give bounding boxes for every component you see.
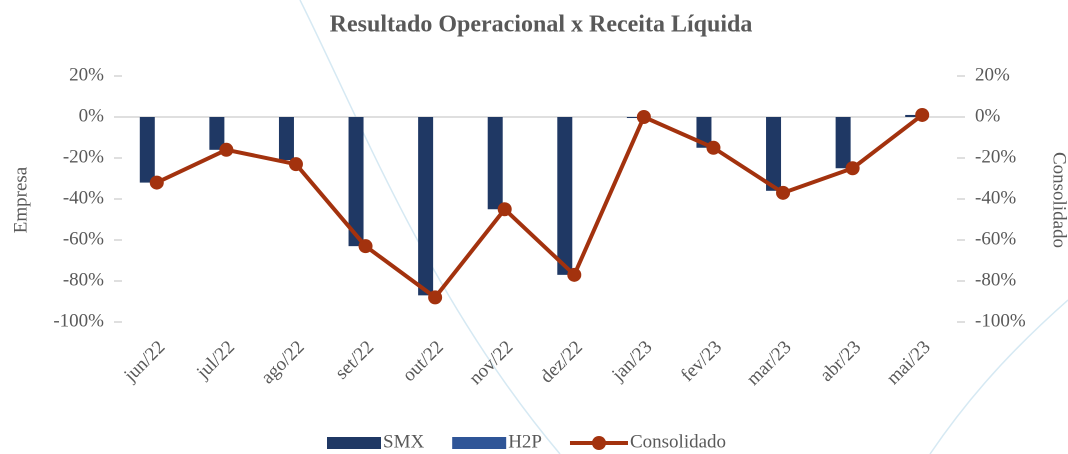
y-tick-label: -60% [63, 228, 104, 249]
bar [278, 117, 294, 161]
x-tick-label: dez/22 [536, 337, 587, 388]
y-tick-label: -20% [63, 146, 104, 167]
x-tick-label: out/22 [399, 337, 448, 386]
marker [636, 110, 651, 124]
bar [626, 117, 642, 119]
marker [149, 175, 164, 190]
y2-tick-label: -40% [975, 187, 1016, 208]
legend-label: H2P [508, 431, 542, 452]
x-tick-label: nov/22 [465, 337, 517, 389]
marker [845, 161, 860, 176]
y-tick-label: -100% [53, 310, 104, 331]
bar [557, 117, 573, 275]
x-tick-label: jul/22 [192, 337, 239, 384]
x-tick-label: mai/23 [883, 337, 935, 389]
y2-tick-label: 0% [975, 105, 1001, 126]
bar [487, 117, 503, 210]
x-tick-label: ago/22 [257, 337, 308, 388]
marker [706, 140, 721, 155]
marker [219, 142, 234, 157]
y2-tick-label: -100% [975, 310, 1026, 331]
y-axis-label: Empresa [10, 166, 31, 233]
legend-label: SMX [383, 431, 424, 452]
marker [915, 107, 930, 122]
marker [428, 290, 443, 305]
y-tick-label: -80% [63, 269, 104, 290]
y2-tick-label: -80% [975, 269, 1016, 290]
chart-title: Resultado Operacional x Receita Líquida [330, 12, 753, 38]
marker [497, 202, 512, 217]
x-tick-label: jan/23 [607, 337, 656, 386]
y2-tick-label: -20% [975, 146, 1016, 167]
bar [835, 117, 851, 169]
bar [348, 117, 364, 247]
bar [418, 117, 434, 296]
bar [766, 117, 782, 191]
y2-axis-label: Consolidado [1049, 152, 1068, 248]
x-tick-label: abr/23 [816, 337, 865, 386]
x-tick-label: jun/22 [120, 337, 170, 387]
decor-curve [299, 0, 561, 454]
y-tick-label: 0% [79, 105, 105, 126]
bar [905, 114, 921, 117]
marker [358, 239, 373, 254]
y2-tick-label: -60% [975, 228, 1016, 249]
y-tick-label: -40% [63, 187, 104, 208]
legend-swatch [591, 436, 606, 450]
marker [776, 185, 791, 200]
legend-swatch [327, 437, 381, 449]
line [155, 113, 924, 300]
legend-swatch [452, 437, 507, 449]
x-tick-label: set/22 [331, 337, 378, 384]
x-tick-label: mar/23 [743, 337, 796, 390]
y-tick-label: 20% [69, 64, 104, 85]
y2-tick-label: 20% [975, 64, 1010, 85]
marker [567, 267, 582, 282]
marker [288, 157, 303, 172]
decor-curve [929, 299, 1068, 454]
bar [209, 117, 225, 150]
legend-label: Consolidado [630, 431, 726, 452]
x-tick-label: fev/23 [677, 337, 726, 386]
bar [139, 117, 155, 183]
